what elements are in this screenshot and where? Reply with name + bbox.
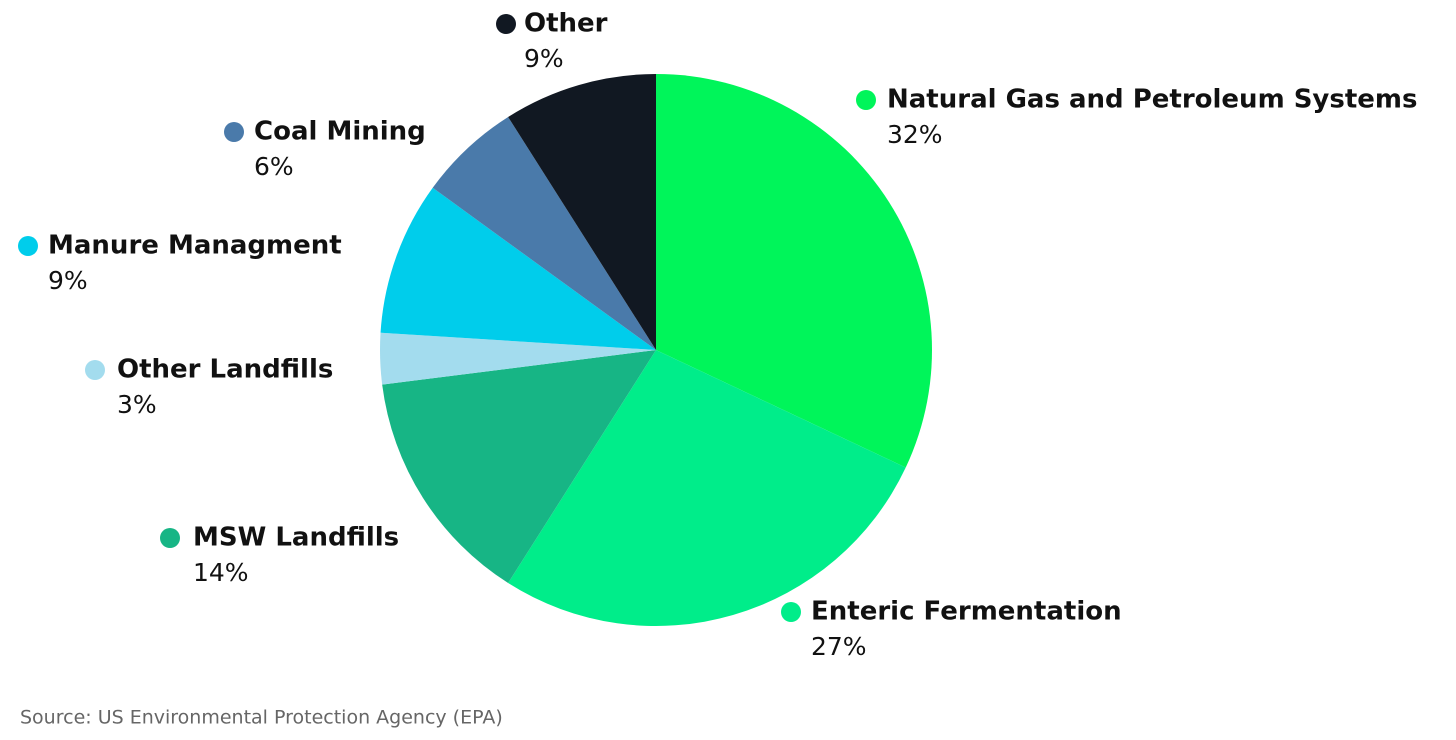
- pie-slice: [382, 350, 656, 584]
- slice-name: Other: [524, 9, 608, 39]
- slice-value-label: 14%: [193, 558, 249, 587]
- slice-name: Natural Gas and Petroleum Systems: [887, 85, 1418, 115]
- slice-value-label: 3%: [117, 390, 157, 419]
- slice-value-label: 27%: [811, 632, 867, 661]
- pie-slice: [508, 74, 656, 350]
- pie-slice: [656, 74, 932, 468]
- legend-dot: [781, 602, 801, 622]
- slice-name: Coal Mining: [254, 117, 426, 147]
- slice-value-label: 9%: [524, 44, 564, 73]
- slice-name: Enteric Fermentation: [811, 597, 1122, 627]
- slice-name: Other Landfills: [117, 355, 333, 385]
- pie-slice: [380, 187, 656, 350]
- legend-dot: [856, 90, 876, 110]
- legend-dot: [496, 14, 516, 34]
- legend-dot: [224, 122, 244, 142]
- pie-slice: [508, 350, 906, 626]
- slice-value-label: 32%: [887, 120, 943, 149]
- legend-dot: [85, 360, 105, 380]
- source-note: Source: US Environmental Protection Agen…: [20, 707, 503, 729]
- pie-slice: [432, 116, 656, 351]
- slice-name: Manure Managment: [48, 231, 342, 261]
- slice-value-label: 9%: [48, 266, 88, 295]
- slice-name: MSW Landfills: [193, 523, 399, 553]
- slice-value-label: 6%: [254, 152, 294, 181]
- legend-dot: [18, 236, 38, 256]
- pie-slice: [380, 332, 656, 385]
- legend-dot: [160, 528, 180, 548]
